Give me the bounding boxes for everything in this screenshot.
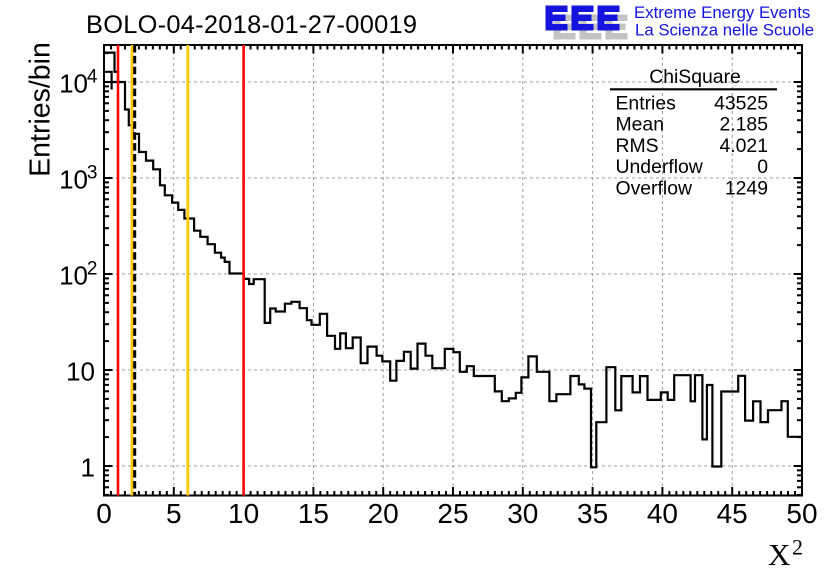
svg-text:2: 2 xyxy=(792,535,803,560)
svg-text:Mean: Mean xyxy=(616,114,665,136)
svg-text:40: 40 xyxy=(647,498,678,529)
svg-text:4: 4 xyxy=(87,67,98,88)
svg-text:15: 15 xyxy=(298,498,329,529)
svg-text:10: 10 xyxy=(59,261,88,291)
svg-text:Entries: Entries xyxy=(616,92,676,114)
svg-text:BOLO-04-2018-01-27-00019: BOLO-04-2018-01-27-00019 xyxy=(86,11,417,39)
svg-text:RMS: RMS xyxy=(616,135,659,157)
svg-text:20: 20 xyxy=(368,498,399,529)
svg-text:10: 10 xyxy=(59,69,88,99)
svg-text:25: 25 xyxy=(437,498,468,529)
svg-text:0: 0 xyxy=(96,498,112,529)
svg-text:ChiSquare: ChiSquare xyxy=(649,66,741,88)
svg-text:Overflow: Overflow xyxy=(616,178,693,200)
svg-text:Extreme Energy Events: Extreme Energy Events xyxy=(634,3,810,22)
svg-text:Entries/bin: Entries/bin xyxy=(25,42,57,177)
svg-text:5: 5 xyxy=(166,498,182,529)
svg-text:2: 2 xyxy=(87,259,98,280)
svg-text:35: 35 xyxy=(577,498,608,529)
svg-text:1249: 1249 xyxy=(725,178,768,200)
svg-text:43525: 43525 xyxy=(714,92,768,114)
svg-text:45: 45 xyxy=(717,498,748,529)
svg-text:1: 1 xyxy=(81,453,95,483)
svg-text:3: 3 xyxy=(87,163,98,184)
svg-text:0: 0 xyxy=(757,156,768,178)
svg-text:X: X xyxy=(768,537,790,572)
svg-text:10: 10 xyxy=(59,165,88,195)
svg-text:4.021: 4.021 xyxy=(719,135,768,157)
svg-text:10: 10 xyxy=(228,498,259,529)
svg-text:La Scienza nelle Scuole: La Scienza nelle Scuole xyxy=(635,21,814,40)
svg-text:30: 30 xyxy=(507,498,538,529)
svg-text:Underflow: Underflow xyxy=(616,156,704,178)
svg-text:10: 10 xyxy=(66,357,95,387)
svg-text:2.185: 2.185 xyxy=(719,114,768,136)
svg-text:50: 50 xyxy=(786,498,817,529)
